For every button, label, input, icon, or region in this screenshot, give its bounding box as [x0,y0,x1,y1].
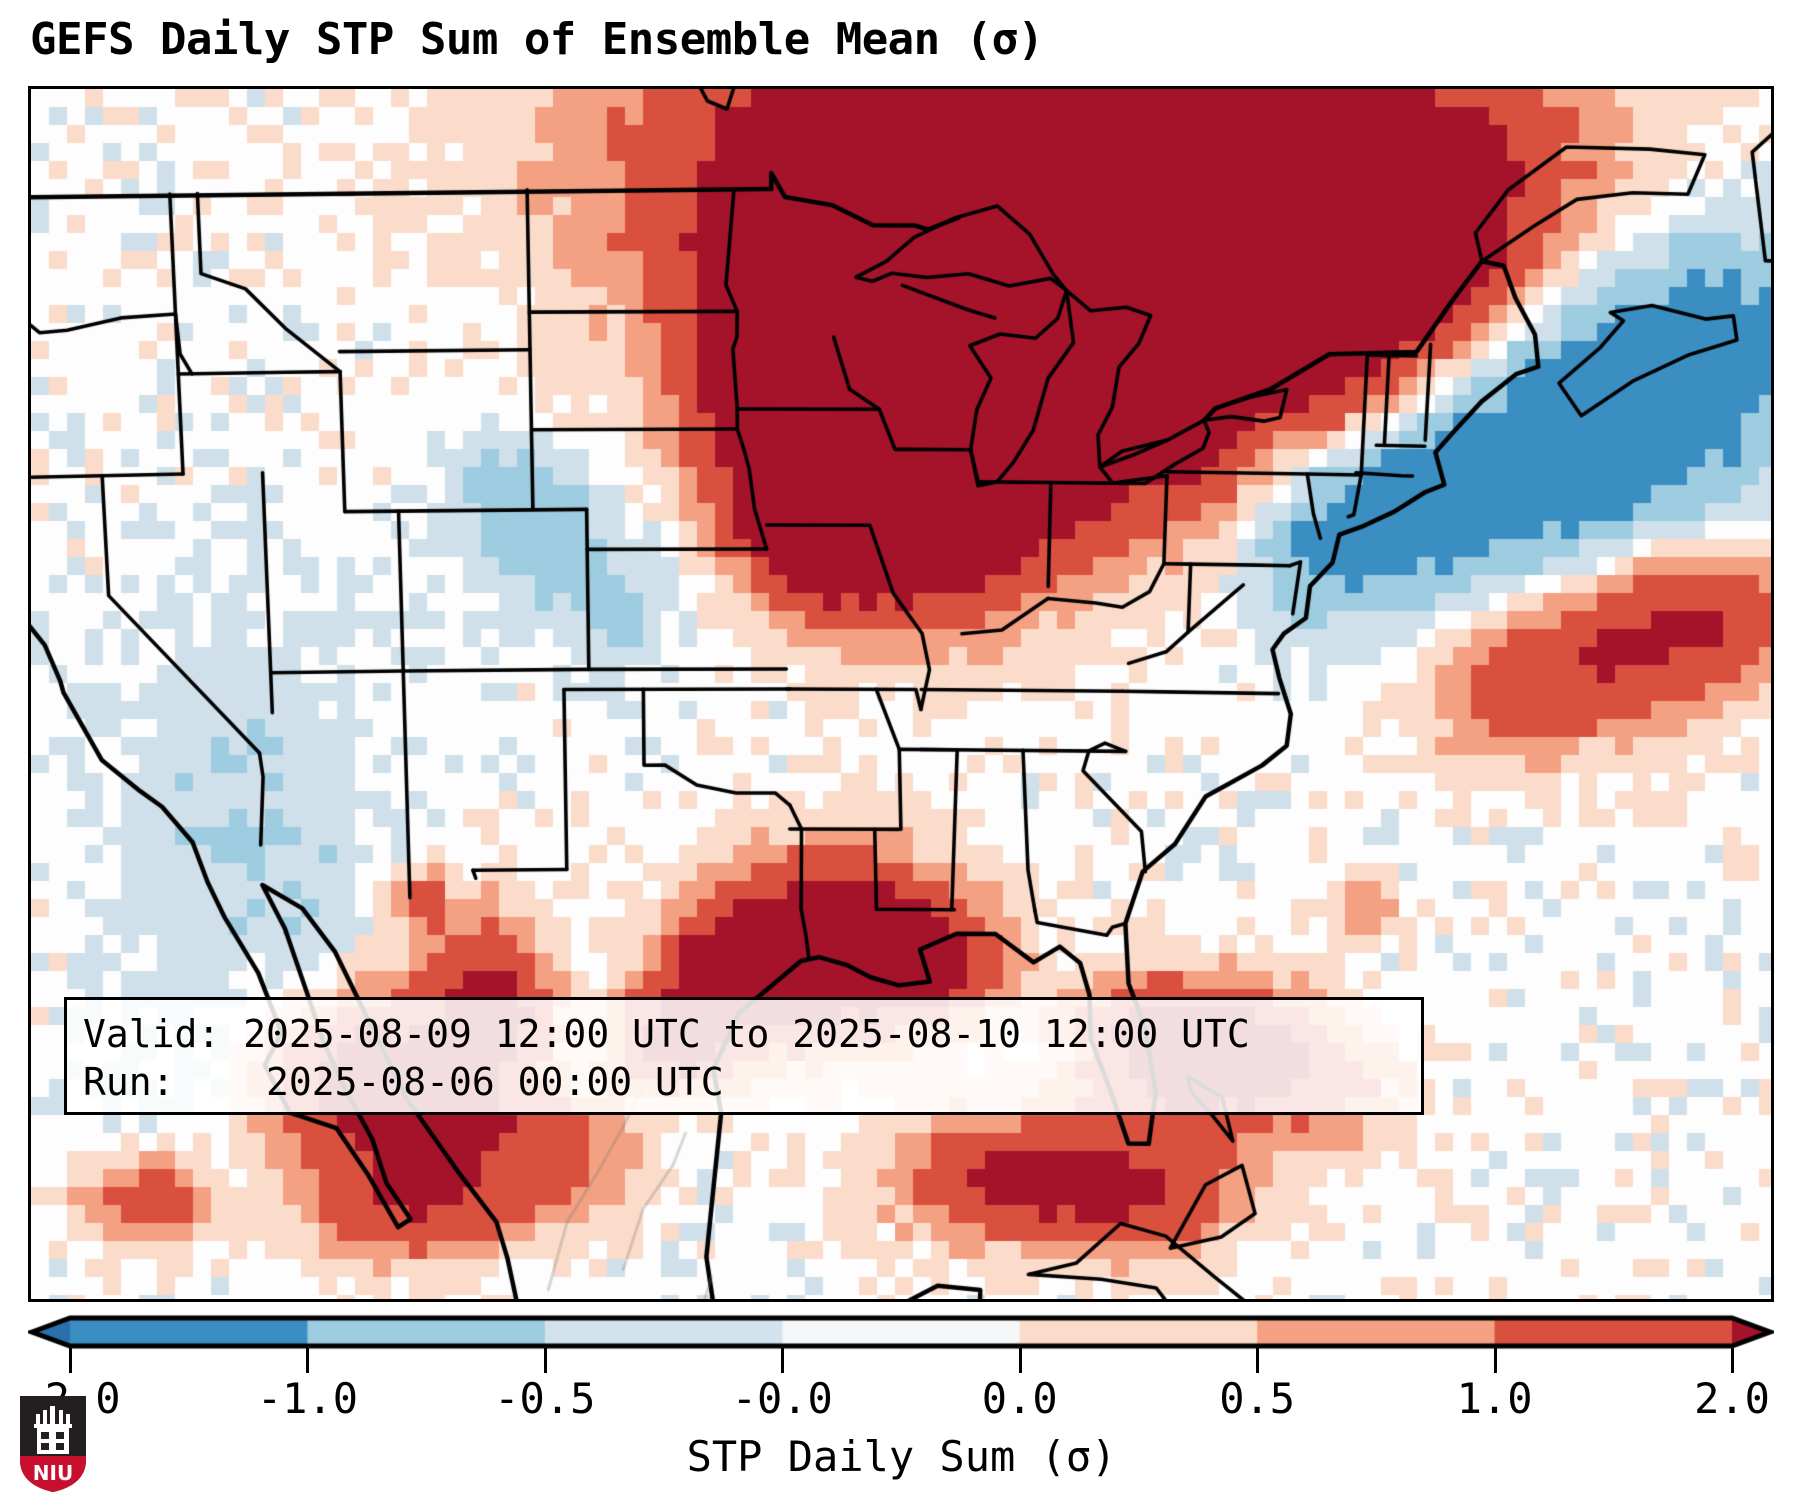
annotation-box: Valid: 2025-08-09 12:00 UTC to 2025-08-1… [64,997,1424,1115]
colorbar-ticks [28,1348,1774,1374]
map-heatmap-canvas [31,89,1771,1299]
colorbar-tick [543,1348,547,1373]
colorbar-axis-label: STP Daily Sum (σ) [686,1432,1117,1481]
colorbar-tick [1731,1348,1734,1373]
niu-logo: NIU [20,1396,86,1492]
page-title: GEFS Daily STP Sum of Ensemble Mean (σ) [30,14,1044,65]
colorbar-tick-label: 0.5 [1219,1374,1296,1423]
colorbar-tick-label: -0.5 [494,1374,596,1423]
colorbar-tick-label: -0.0 [731,1374,833,1423]
colorbar-tick [1493,1348,1497,1373]
map-panel: Valid: 2025-08-09 12:00 UTC to 2025-08-1… [28,86,1774,1302]
colorbar-tick [781,1348,785,1373]
colorbar-tick [1018,1348,1022,1373]
svg-text:NIU: NIU [33,1461,73,1485]
colorbar-gradient [28,1312,1774,1358]
valid-time-line: Valid: 2025-08-09 12:00 UTC to 2025-08-1… [83,1012,1250,1056]
colorbar-tick [69,1348,72,1373]
colorbar-tick-label: -1.0 [256,1374,358,1423]
colorbar-tick-label: 1.0 [1456,1374,1533,1423]
run-time-line: Run: 2025-08-06 00:00 UTC [83,1060,724,1104]
colorbar-tick [1256,1348,1260,1373]
colorbar-tick-label: 2.0 [1694,1374,1770,1423]
colorbar-tick-label: 0.0 [981,1374,1058,1423]
colorbar [28,1312,1774,1358]
colorbar-tick-labels: -2.0-1.0-0.5-0.00.00.51.02.0 [0,1374,1803,1430]
colorbar-tick [306,1348,310,1373]
